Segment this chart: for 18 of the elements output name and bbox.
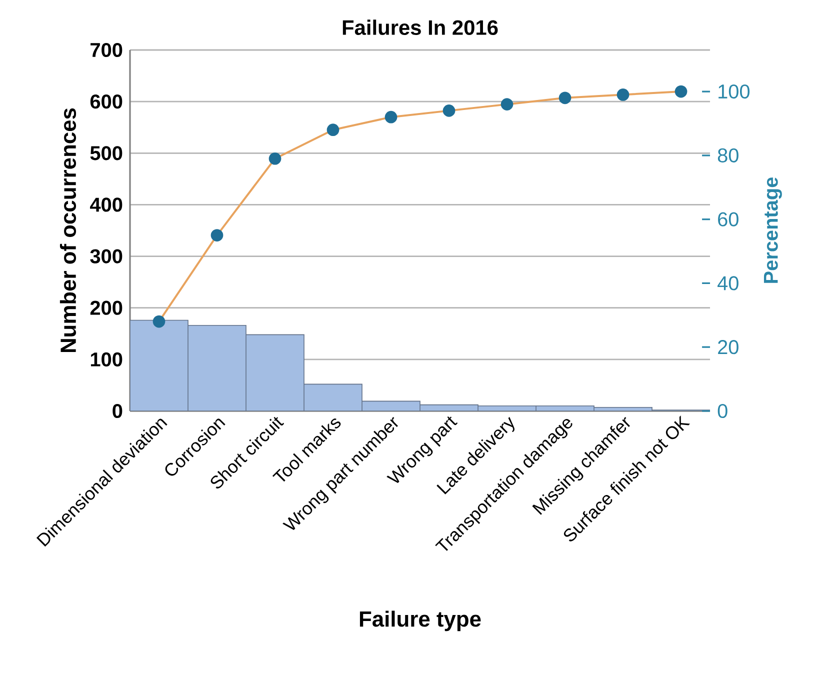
- y-tick-label: 400: [90, 198, 122, 212]
- y-tick-label: 500: [90, 146, 122, 160]
- y-tick-label: 200: [90, 300, 122, 315]
- y-tick-label: 0: [112, 404, 122, 418]
- y-axis-title: Number of occurrences: [60, 108, 76, 352]
- y-tick-label: 300: [90, 249, 122, 264]
- y2-axis-title: Percentage: [764, 177, 782, 283]
- y-tick-label: 700: [90, 42, 122, 58]
- y-tick-label: 600: [90, 94, 122, 109]
- y2-tick-label: 40: [718, 276, 738, 290]
- y2-tick-label: 0: [718, 404, 728, 418]
- y2-tick-label: 60: [718, 212, 738, 226]
- y2-tick-label: 20: [718, 340, 738, 354]
- y-tick-label: 100: [90, 352, 122, 366]
- x-axis-title: Failure type: [360, 610, 481, 632]
- y2-tick-label: 100: [718, 84, 750, 99]
- y2-tick-label: 80: [718, 148, 738, 162]
- chart-title: Failures In 2016: [342, 20, 498, 36]
